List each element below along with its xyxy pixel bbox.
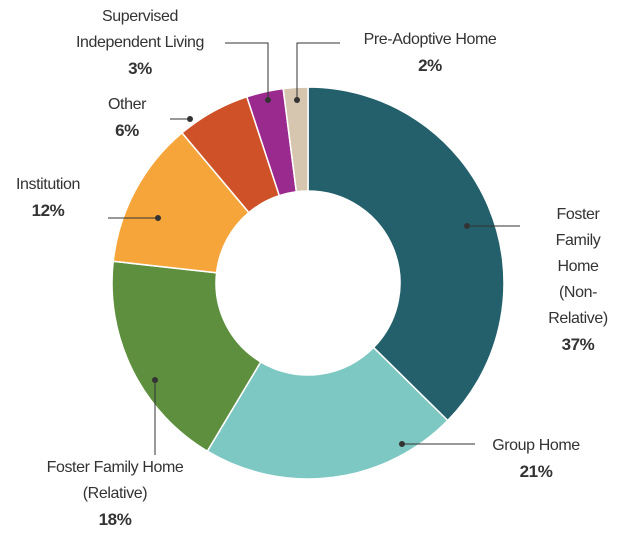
category-label: Pre-Adoptive Home	[363, 31, 497, 48]
category-label: Group Home	[492, 437, 580, 454]
category-label: Supervised Independent Living	[75, 8, 205, 51]
leader-dot	[294, 97, 300, 103]
slice-label: Foster Family Home (Non-Relative) 37%	[548, 202, 608, 358]
leader-dot	[399, 441, 405, 447]
value-label: 12%	[31, 201, 65, 220]
donut-slice	[111, 260, 262, 453]
category-label: Institution	[15, 176, 81, 193]
donut-slice	[282, 86, 309, 193]
category-label: Foster Family Home (Relative)	[46, 459, 184, 502]
value-label: 3%	[128, 59, 152, 78]
leader-dot	[265, 97, 271, 103]
leader-dot	[187, 116, 193, 122]
value-label: 21%	[519, 462, 553, 481]
leader-dot	[464, 223, 470, 229]
donut-slice	[307, 86, 505, 422]
value-label: 18%	[98, 510, 132, 529]
slice-label: Pre-Adoptive Home 2%	[364, 27, 497, 79]
leader-dot	[152, 377, 158, 383]
slice-label: Group Home 21%	[492, 433, 580, 485]
slice-label: Institution 12%	[16, 172, 80, 224]
value-label: 37%	[561, 335, 595, 354]
slice-label: Foster Family Home (Relative) 18%	[47, 455, 184, 533]
slice-label: Other 6%	[108, 92, 146, 144]
slice-label: Supervised Independent Living 3%	[76, 4, 204, 82]
value-label: 6%	[115, 121, 139, 140]
value-label: 2%	[418, 56, 442, 75]
leader-line	[296, 42, 340, 100]
leader-dot	[155, 215, 161, 221]
category-label: Other	[107, 96, 147, 113]
leader-line	[225, 42, 269, 100]
category-label: Foster Family Home (Non-Relative)	[548, 206, 608, 327]
donut-slice	[206, 346, 449, 480]
